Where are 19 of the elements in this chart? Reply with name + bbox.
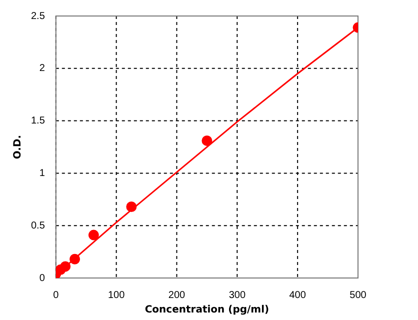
- x-tick-label: 500: [350, 290, 367, 301]
- point: [126, 201, 137, 212]
- y-tick-label: 1.5: [30, 116, 46, 127]
- y-tick-label: 1: [39, 168, 46, 179]
- x-tick-label: 300: [228, 290, 246, 301]
- x-tick-label: 400: [289, 290, 306, 301]
- x-tick-label: 200: [168, 290, 186, 301]
- y-tick-label: 0: [39, 272, 46, 284]
- y-tick-label: 0.5: [30, 220, 46, 232]
- point: [70, 254, 80, 264]
- point: [60, 261, 71, 272]
- y-tick-label: 2: [39, 63, 46, 74]
- x-tick-label: 100: [108, 290, 126, 301]
- y-tick-label: 2.5: [30, 10, 46, 22]
- x-tick-label: 0: [53, 290, 60, 301]
- point: [88, 230, 99, 240]
- x-axis-title: Concentration (pg/ml): [144, 304, 270, 316]
- point: [202, 135, 212, 146]
- y-axis-title: O.D.: [12, 134, 24, 160]
